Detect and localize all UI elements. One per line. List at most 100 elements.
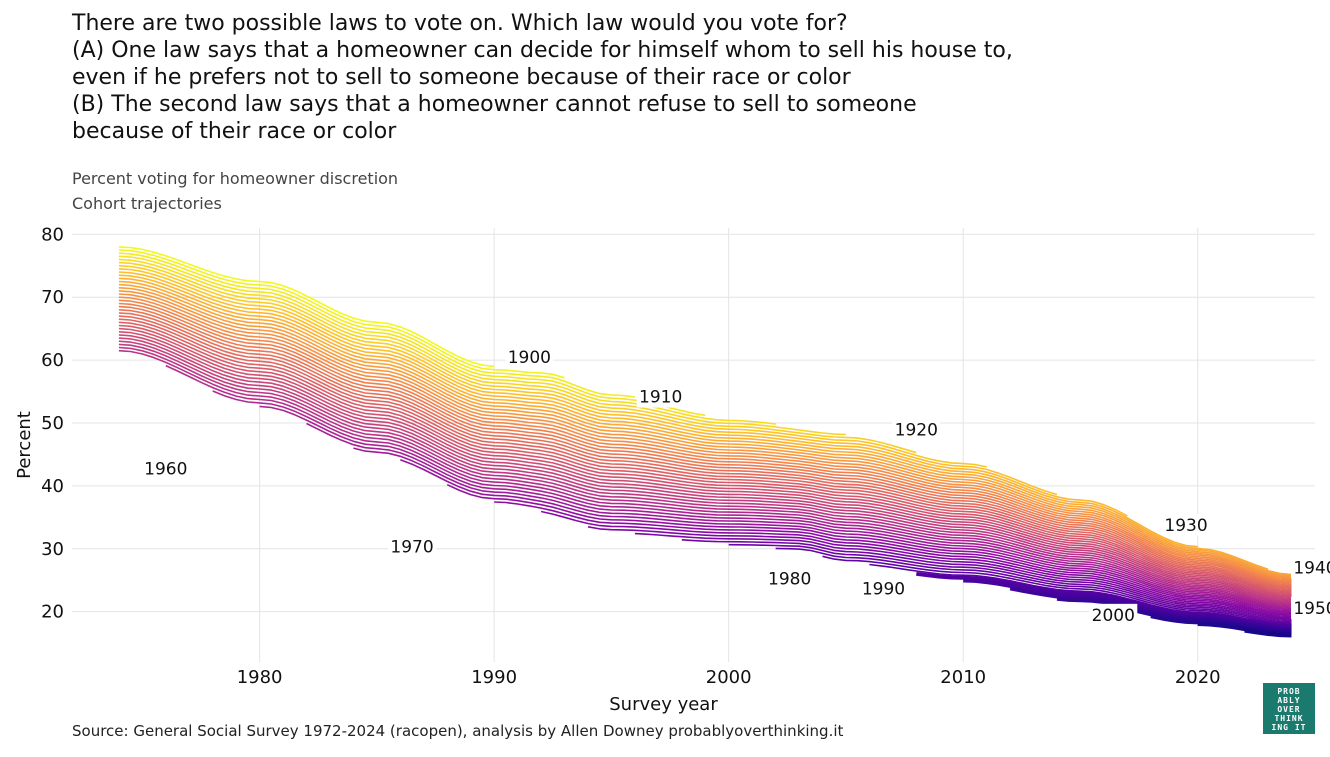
y-tick-label: 70 xyxy=(41,287,64,308)
cohort-line xyxy=(118,246,495,368)
chart-title: There are two possible laws to vote on. … xyxy=(72,10,1072,145)
cohort-line xyxy=(118,315,1292,589)
cohort-line xyxy=(212,390,1292,607)
cohort-line xyxy=(118,264,917,454)
cohort-line xyxy=(728,543,1292,622)
cohort-line xyxy=(118,268,987,468)
cohort-line xyxy=(118,296,1292,581)
y-tick-label: 50 xyxy=(41,413,64,434)
cohort-line xyxy=(118,261,846,436)
cohort-labels: 1900 1910 1920 1930 1940 1950 1960 1970 1980 1990… xyxy=(141,345,1330,626)
cohort-line xyxy=(118,321,1292,592)
cohort-line xyxy=(587,526,1292,618)
title-line: (A) One law says that a homeowner can de… xyxy=(72,38,1013,63)
cohort-line xyxy=(118,346,1292,603)
y-axis-label: Percent xyxy=(14,411,35,479)
cohort-label: 1970 xyxy=(390,537,433,557)
cohort-line xyxy=(400,458,1292,612)
cohort-label-bg xyxy=(892,418,941,441)
cohort-line xyxy=(118,334,1292,597)
x-axis-label: Survey year xyxy=(609,694,718,715)
cohort-line xyxy=(118,271,1058,496)
cohort-line xyxy=(118,302,1292,584)
brand-logo[interactable]: PROB ABLY OVER THINK ING IT xyxy=(1263,683,1315,734)
x-tick-label: 1990 xyxy=(471,667,517,688)
subtitle-line: Percent voting for homeowner discretion xyxy=(72,169,399,188)
cohort-line xyxy=(118,249,565,379)
cohort-line xyxy=(118,283,1292,576)
cohort-label: 1930 xyxy=(1164,516,1207,536)
cohort-line xyxy=(118,324,1292,593)
cohort-label-bg xyxy=(1291,596,1330,619)
cohort-line xyxy=(118,287,1292,577)
cohort-line xyxy=(118,293,1292,580)
cohort-line xyxy=(494,501,1292,615)
x-tick-label: 2020 xyxy=(1175,667,1221,688)
cohort-line xyxy=(822,555,1292,625)
cohort-label: 1980 xyxy=(768,569,811,589)
x-tick-label: 1980 xyxy=(237,667,283,688)
cohort-line xyxy=(118,255,706,417)
title-line: because of their race or color xyxy=(72,119,397,144)
cohort-label-bg xyxy=(1291,556,1330,579)
cohort-lines xyxy=(118,246,1292,638)
cohort-line xyxy=(118,318,1292,591)
cohort-line xyxy=(118,312,1292,588)
cohort-line xyxy=(118,299,1292,583)
cohort-label: 1990 xyxy=(862,579,905,599)
x-tick-label: 2000 xyxy=(706,667,752,688)
cohort-line xyxy=(118,309,1292,587)
cohort-line xyxy=(118,252,636,398)
cohort-label: 1900 xyxy=(508,348,551,368)
cohort-line xyxy=(681,539,1292,620)
cohort-label-bg xyxy=(859,577,908,600)
cohort-line xyxy=(446,483,1292,614)
cohort-line xyxy=(118,327,1292,595)
cohort-line xyxy=(118,331,1292,596)
cohort-label-bg xyxy=(765,567,814,590)
cohort-line xyxy=(259,405,1292,608)
cohort-line xyxy=(165,364,1292,606)
grid-lines xyxy=(72,228,1315,662)
y-tick-label: 40 xyxy=(41,476,64,497)
title-line: (B) The second law says that a homeowner… xyxy=(72,92,917,117)
cohort-line xyxy=(1244,628,1292,638)
cohort-label-bg xyxy=(1089,603,1138,626)
cohort-label: 1940 xyxy=(1293,559,1330,579)
cohort-line xyxy=(634,532,1292,619)
y-tick-label: 60 xyxy=(41,350,64,371)
cohort-label: 1960 xyxy=(144,459,187,479)
cohort-label: 1920 xyxy=(895,420,938,440)
y-tick-label: 80 xyxy=(41,224,64,245)
subtitle-line: Cohort trajectories xyxy=(72,194,222,213)
cohort-label: 1950 xyxy=(1293,599,1330,619)
cohort-line xyxy=(118,277,1198,548)
cohort-line xyxy=(118,305,1292,585)
cohort-label: 1910 xyxy=(639,388,682,408)
x-tick-label: 2010 xyxy=(940,667,986,688)
cohort-label: 2000 xyxy=(1092,606,1135,626)
title-line: even if he prefers not to sell to someon… xyxy=(72,65,851,90)
cohort-line xyxy=(540,510,1292,616)
cohort-line xyxy=(118,337,1292,599)
cohort-line xyxy=(118,290,1292,578)
y-tick-label: 20 xyxy=(41,602,64,623)
cohort-label-bg xyxy=(388,535,437,558)
cohort-label-bg xyxy=(141,457,190,480)
cohort-label-bg xyxy=(1162,513,1211,536)
cohort-line xyxy=(353,447,1292,611)
cohort-line xyxy=(118,274,1128,517)
source-caption: Source: General Social Survey 1972-2024 … xyxy=(72,722,844,740)
cohort-label-bg xyxy=(636,385,685,408)
cohort-label-bg xyxy=(505,345,554,368)
cohort-line xyxy=(118,258,776,425)
cohort-line xyxy=(118,343,1292,601)
cohort-line xyxy=(118,280,1269,571)
chart-subtitle: Percent voting for homeowner discretion … xyxy=(72,166,398,216)
y-tick-label: 30 xyxy=(41,539,64,560)
cohort-line xyxy=(775,547,1292,623)
axes: 1980 1990 2000 2010 202020304050607080Survey… xyxy=(14,224,1221,715)
title-line: There are two possible laws to vote on. … xyxy=(72,11,848,36)
cohort-line xyxy=(306,422,1292,610)
